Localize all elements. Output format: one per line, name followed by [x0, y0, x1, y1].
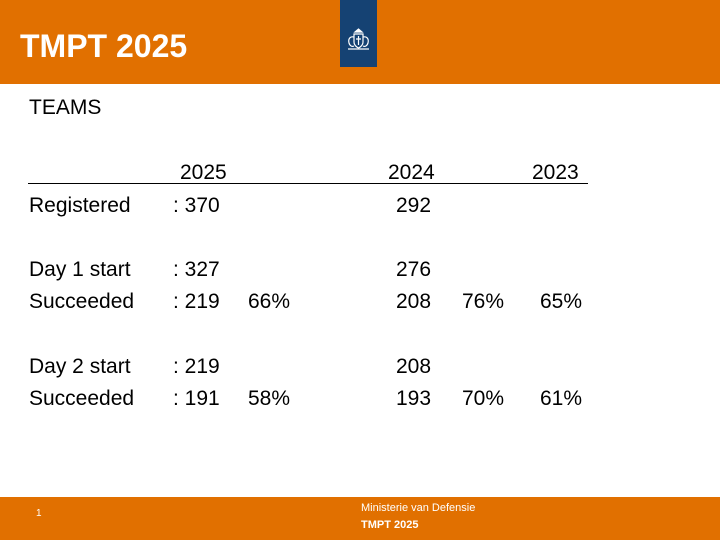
row-label-day2-start: Day 2 start	[29, 355, 131, 378]
day1-succeeded-pct-2024: 76%	[462, 290, 505, 313]
footer-bar: 1 Ministerie van Defensie TMPT 2025	[0, 497, 720, 540]
section-title: TEAMS	[29, 96, 102, 119]
day2-start-2025: : 219	[173, 355, 220, 378]
header-underline	[28, 183, 588, 184]
row-label-day1-start: Day 1 start	[29, 258, 131, 281]
emblem-block	[340, 0, 377, 67]
day1-start-2025: : 327	[173, 258, 220, 281]
header-bar: TMPT 2025	[0, 0, 720, 84]
page-number: 1	[36, 508, 42, 519]
organization-name: Ministerie van Defensie	[361, 502, 476, 514]
day2-start-2024: 208	[396, 355, 432, 378]
header-title: TMPT 2025	[20, 28, 188, 64]
day2-succeeded-pct-2025: 58%	[248, 387, 291, 410]
registered-2025: : 370	[173, 194, 220, 217]
year-header-2023: 2023	[532, 161, 579, 184]
row-label-day1-succeeded: Succeeded	[29, 290, 135, 313]
day2-succeeded-2024: 193	[396, 387, 432, 410]
footer-title: TMPT 2025	[361, 519, 419, 531]
day1-succeeded-2025: : 219	[173, 290, 220, 313]
day2-succeeded-2025: : 191	[173, 387, 220, 410]
coat-of-arms-icon	[348, 28, 369, 50]
day2-succeeded-pct-2024: 70%	[462, 387, 505, 410]
year-header-2024: 2024	[388, 161, 435, 184]
row-label-registered: Registered	[29, 194, 131, 217]
day1-succeeded-2024: 208	[396, 290, 432, 313]
registered-2024: 292	[396, 194, 432, 217]
year-header-2025: 2025	[180, 161, 227, 184]
day2-succeeded-pct-2023: 61%	[540, 387, 583, 410]
day1-start-2024: 276	[396, 258, 432, 281]
day1-succeeded-pct-2023: 65%	[540, 290, 583, 313]
day1-succeeded-pct-2025: 66%	[248, 290, 291, 313]
row-label-day2-succeeded: Succeeded	[29, 387, 135, 410]
